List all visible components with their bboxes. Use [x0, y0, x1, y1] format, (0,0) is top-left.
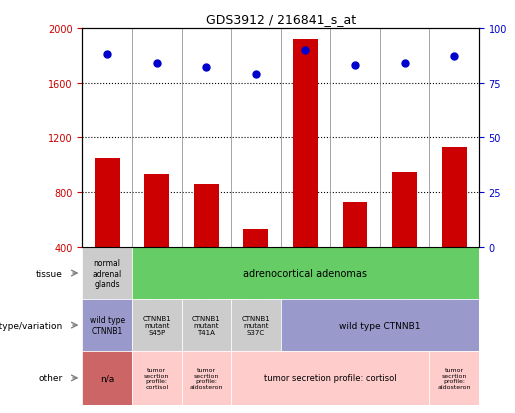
Bar [244, 230, 268, 247]
Point [301, 47, 310, 54]
Point [450, 54, 458, 61]
FancyBboxPatch shape [132, 247, 479, 299]
Bar [293, 40, 318, 247]
Text: CTNNB1
mutant
S45P: CTNNB1 mutant S45P [142, 315, 171, 335]
Point [103, 52, 111, 58]
FancyBboxPatch shape [182, 351, 231, 405]
Text: wild type CTNNB1: wild type CTNNB1 [339, 321, 421, 330]
FancyBboxPatch shape [82, 351, 132, 405]
Bar [194, 185, 219, 247]
Text: other: other [38, 373, 63, 382]
FancyBboxPatch shape [82, 247, 132, 299]
Point [202, 65, 211, 71]
FancyBboxPatch shape [132, 351, 182, 405]
FancyBboxPatch shape [132, 299, 182, 351]
Bar [342, 202, 367, 247]
Text: tumor
secrtion
profile:
aldosteron: tumor secrtion profile: aldosteron [437, 367, 471, 389]
Bar [392, 172, 417, 247]
Text: tumor
secrtion
profile:
cortisol: tumor secrtion profile: cortisol [144, 367, 169, 389]
FancyBboxPatch shape [231, 351, 430, 405]
Text: wild type
CTNNB1: wild type CTNNB1 [90, 316, 125, 335]
Text: tissue: tissue [36, 269, 63, 278]
Text: tumor
secrtion
profile:
aldosteron: tumor secrtion profile: aldosteron [190, 367, 223, 389]
Text: CTNNB1
mutant
T41A: CTNNB1 mutant T41A [192, 315, 221, 335]
Point [401, 61, 409, 67]
Point [152, 61, 161, 67]
Text: n/a: n/a [100, 373, 114, 382]
Text: CTNNB1
mutant
S37C: CTNNB1 mutant S37C [242, 315, 270, 335]
Text: tumor secretion profile: cortisol: tumor secretion profile: cortisol [264, 373, 397, 382]
Bar [144, 175, 169, 247]
Text: adrenocortical adenomas: adrenocortical adenomas [244, 268, 368, 278]
Point [252, 71, 260, 78]
FancyBboxPatch shape [430, 351, 479, 405]
Bar [95, 159, 119, 247]
FancyBboxPatch shape [231, 299, 281, 351]
FancyBboxPatch shape [281, 299, 479, 351]
Bar [442, 148, 467, 247]
Point [351, 63, 359, 69]
Text: genotype/variation: genotype/variation [0, 321, 63, 330]
Text: normal
adrenal
glands: normal adrenal glands [93, 259, 122, 288]
FancyBboxPatch shape [182, 299, 231, 351]
Title: GDS3912 / 216841_s_at: GDS3912 / 216841_s_at [205, 13, 356, 26]
FancyBboxPatch shape [82, 299, 132, 351]
